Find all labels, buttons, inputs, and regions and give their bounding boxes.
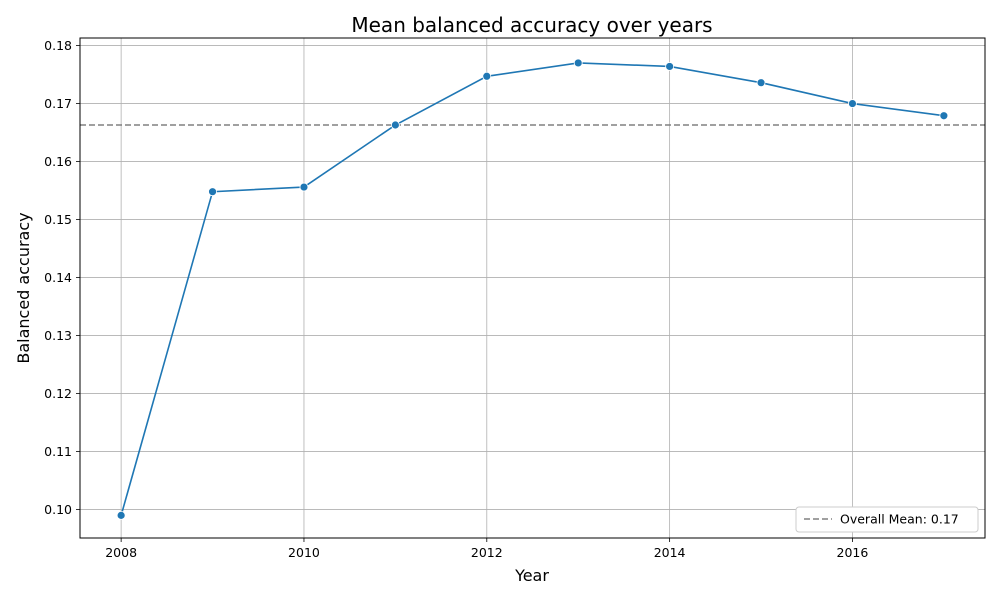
grid bbox=[80, 38, 985, 538]
y-tick-label: 0.17 bbox=[44, 96, 72, 111]
y-tick-label: 0.16 bbox=[44, 154, 72, 169]
data-point bbox=[756, 78, 766, 88]
data-point bbox=[848, 99, 857, 108]
x-tick-label: 2014 bbox=[654, 545, 686, 560]
data-point bbox=[208, 187, 217, 197]
y-axis-label: Balanced accuracy bbox=[14, 212, 33, 363]
data-point bbox=[299, 182, 309, 192]
legend-frame bbox=[795, 506, 979, 533]
legend: Overall Mean: 0.17 bbox=[795, 506, 979, 533]
data-series bbox=[116, 58, 949, 520]
x-tick-label: 2012 bbox=[471, 545, 503, 560]
y-tick-label: 0.15 bbox=[44, 212, 72, 227]
y-tick-label: 0.12 bbox=[44, 386, 72, 401]
data-point bbox=[573, 58, 583, 68]
data-point bbox=[939, 111, 949, 121]
y-tick-label: 0.18 bbox=[44, 38, 72, 53]
data-point bbox=[665, 62, 675, 71]
data-point bbox=[116, 510, 126, 520]
data-point bbox=[390, 120, 400, 130]
x-axis: 2008 2010 2012 2014 2016 bbox=[105, 538, 868, 560]
x-tick-label: 2008 bbox=[105, 545, 137, 560]
legend-label: Overall Mean: 0.17 bbox=[840, 512, 959, 527]
data-point bbox=[482, 71, 492, 81]
chart-title: Mean balanced accuracy over years bbox=[351, 13, 712, 37]
y-tick-label: 0.13 bbox=[44, 328, 72, 343]
y-tick-label: 0.10 bbox=[44, 502, 72, 517]
plot-area-frame bbox=[79, 37, 986, 539]
y-tick-label: 0.11 bbox=[44, 444, 72, 459]
y-tick-label: 0.14 bbox=[44, 270, 72, 285]
series-line bbox=[120, 62, 944, 516]
x-tick-label: 2010 bbox=[288, 545, 320, 560]
y-axis: 0.10 0.11 0.12 0.13 0.14 0.15 0.16 0.17 0.18 bbox=[44, 38, 80, 517]
x-axis-label: Year bbox=[514, 566, 549, 585]
x-tick-label: 2016 bbox=[837, 545, 869, 560]
